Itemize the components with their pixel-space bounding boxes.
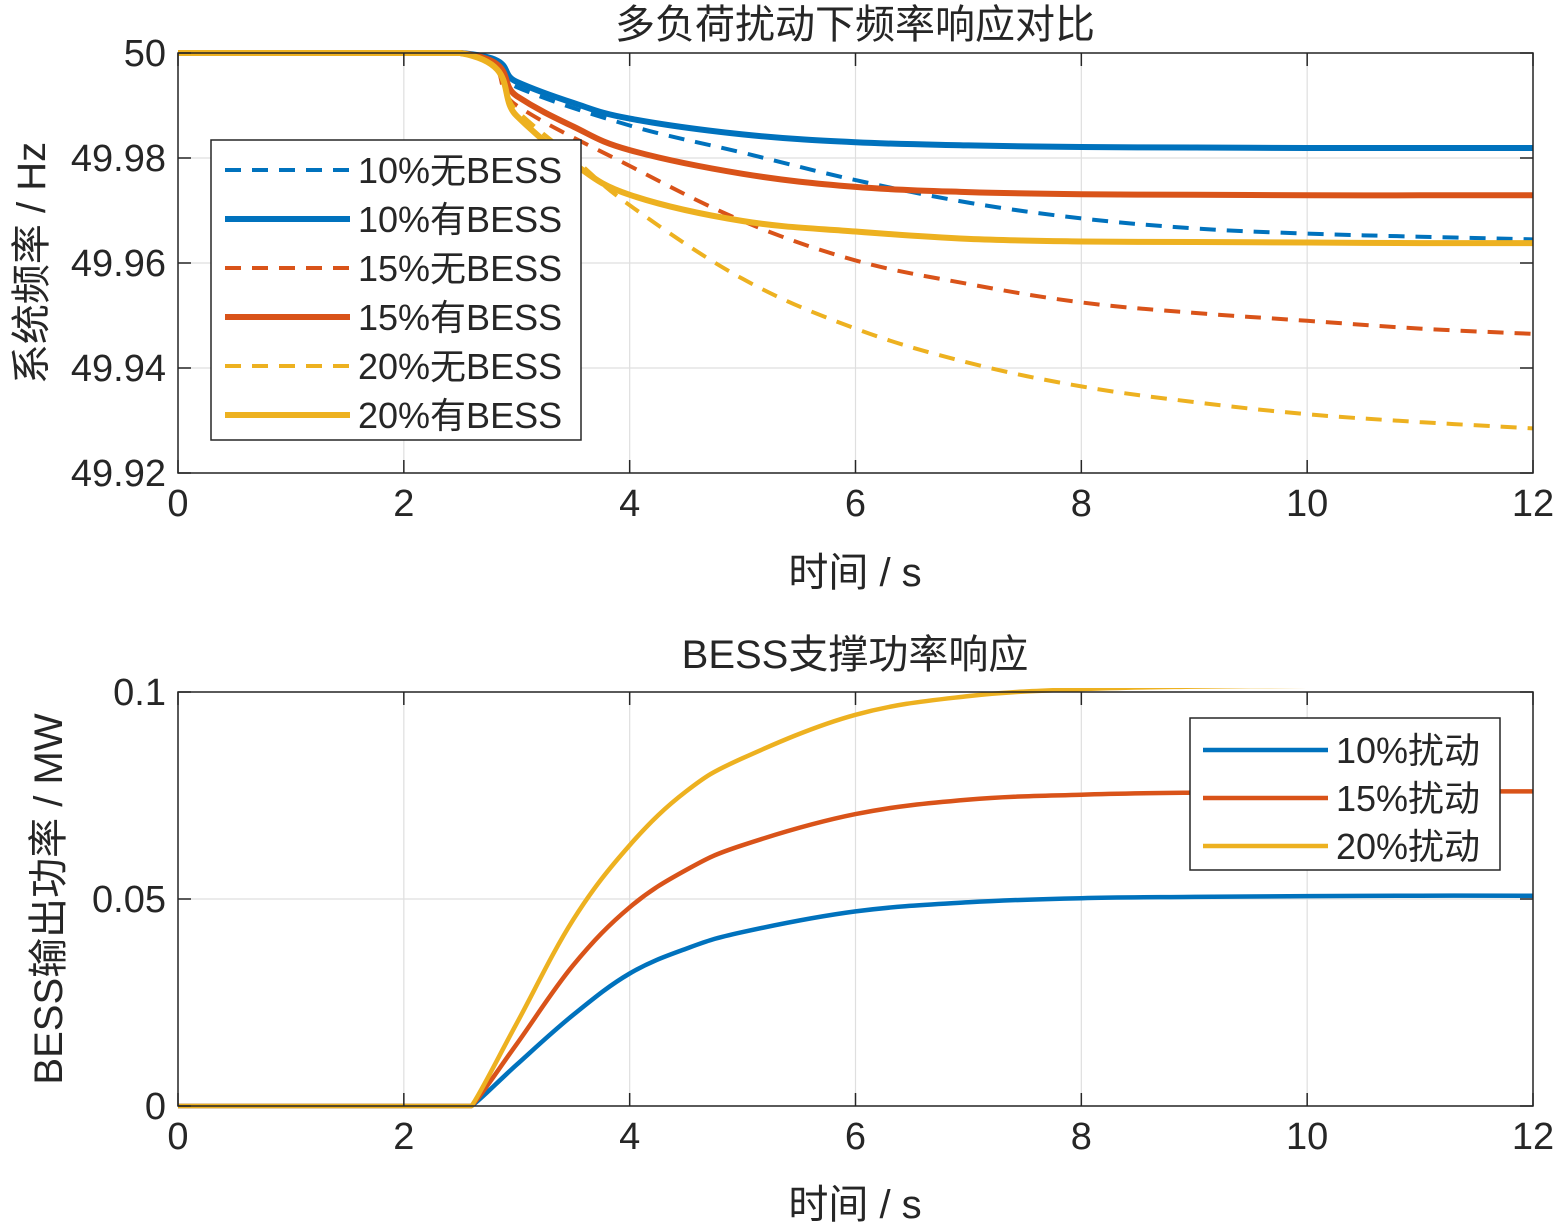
x-tick-label: 2 xyxy=(393,1116,414,1158)
chart-title: BESS支撑功率响应 xyxy=(682,633,1029,677)
x-tick-label: 10 xyxy=(1286,483,1328,525)
legend-label: 15%有BESS xyxy=(358,297,562,338)
legend-box xyxy=(210,139,582,441)
series-line-4 xyxy=(178,50,1533,199)
series-line-2 xyxy=(178,50,1533,152)
x-tick-label: 0 xyxy=(167,1116,188,1158)
y-axis-label: BESS输出功率 / MW xyxy=(27,713,71,1084)
legend: 10%无BESS 10%有BESS 15%无BESS 15%有BESS 20%无BESS… xyxy=(210,139,582,441)
legend-label: 15%扰动 xyxy=(1336,778,1480,819)
legend-label: 20%无BESS xyxy=(358,346,562,387)
legend-label: 10%扰动 xyxy=(1336,730,1480,771)
legend-label: 10%无BESS xyxy=(358,150,562,191)
x-tick-label: 2 xyxy=(393,483,414,525)
y-tick-label: 50 xyxy=(124,33,166,75)
legend-label: 20%有BESS xyxy=(358,395,562,436)
x-tick-label: 0 xyxy=(167,483,188,525)
y-tick-label: 49.96 xyxy=(71,243,166,285)
legend: 10%扰动 15%扰动 20%扰动 xyxy=(1189,717,1501,871)
legend-label: 15%无BESS xyxy=(358,248,562,289)
legend-label: 20%扰动 xyxy=(1336,826,1480,867)
series-line-3 xyxy=(178,51,1533,336)
y-tick-label: 0.1 xyxy=(113,672,166,714)
y-tick-label: 49.98 xyxy=(71,138,166,180)
x-tick-label: 8 xyxy=(1071,483,1092,525)
series-line-1 xyxy=(178,893,1533,1109)
x-tick-label: 4 xyxy=(619,483,640,525)
series-line-3 xyxy=(178,688,1318,1109)
x-tick-label: 12 xyxy=(1512,1116,1554,1158)
frequency-response-chart: 0 2 4 6 8 10 12 49.92 49.94 49.96 49.98 50 多负荷扰动下频率… xyxy=(10,3,1554,595)
y-axis-label: 系统频率 / Hz xyxy=(10,142,54,384)
x-tick-label: 8 xyxy=(1071,1116,1092,1158)
y-tick-label: 49.94 xyxy=(71,348,166,390)
y-tick-label: 0 xyxy=(145,1086,166,1128)
x-tick-label: 4 xyxy=(619,1116,640,1158)
chart-title: 多负荷扰动下频率响应对比 xyxy=(615,3,1095,47)
series-line-1 xyxy=(178,51,1533,242)
ticks: 0 2 4 6 8 10 12 0 0.05 0.1 xyxy=(92,672,1554,1158)
x-axis-label: 时间 / s xyxy=(788,551,921,595)
y-tick-label: 0.05 xyxy=(92,879,166,921)
bess-power-chart: 0 2 4 6 8 10 12 0 0.05 0.1 BESS支撑功率响应 时间 / s BESS… xyxy=(27,633,1554,1226)
legend-label: 10%有BESS xyxy=(358,199,562,240)
x-tick-label: 12 xyxy=(1512,483,1554,525)
ticks: 0 2 4 6 8 10 12 49.92 49.94 49.96 49.98 50 xyxy=(71,33,1554,525)
x-axis-label: 时间 / s xyxy=(788,1183,921,1226)
y-tick-label: 49.92 xyxy=(71,453,166,495)
x-tick-label: 6 xyxy=(845,1116,866,1158)
x-tick-label: 6 xyxy=(845,483,866,525)
x-tick-label: 10 xyxy=(1286,1116,1328,1158)
